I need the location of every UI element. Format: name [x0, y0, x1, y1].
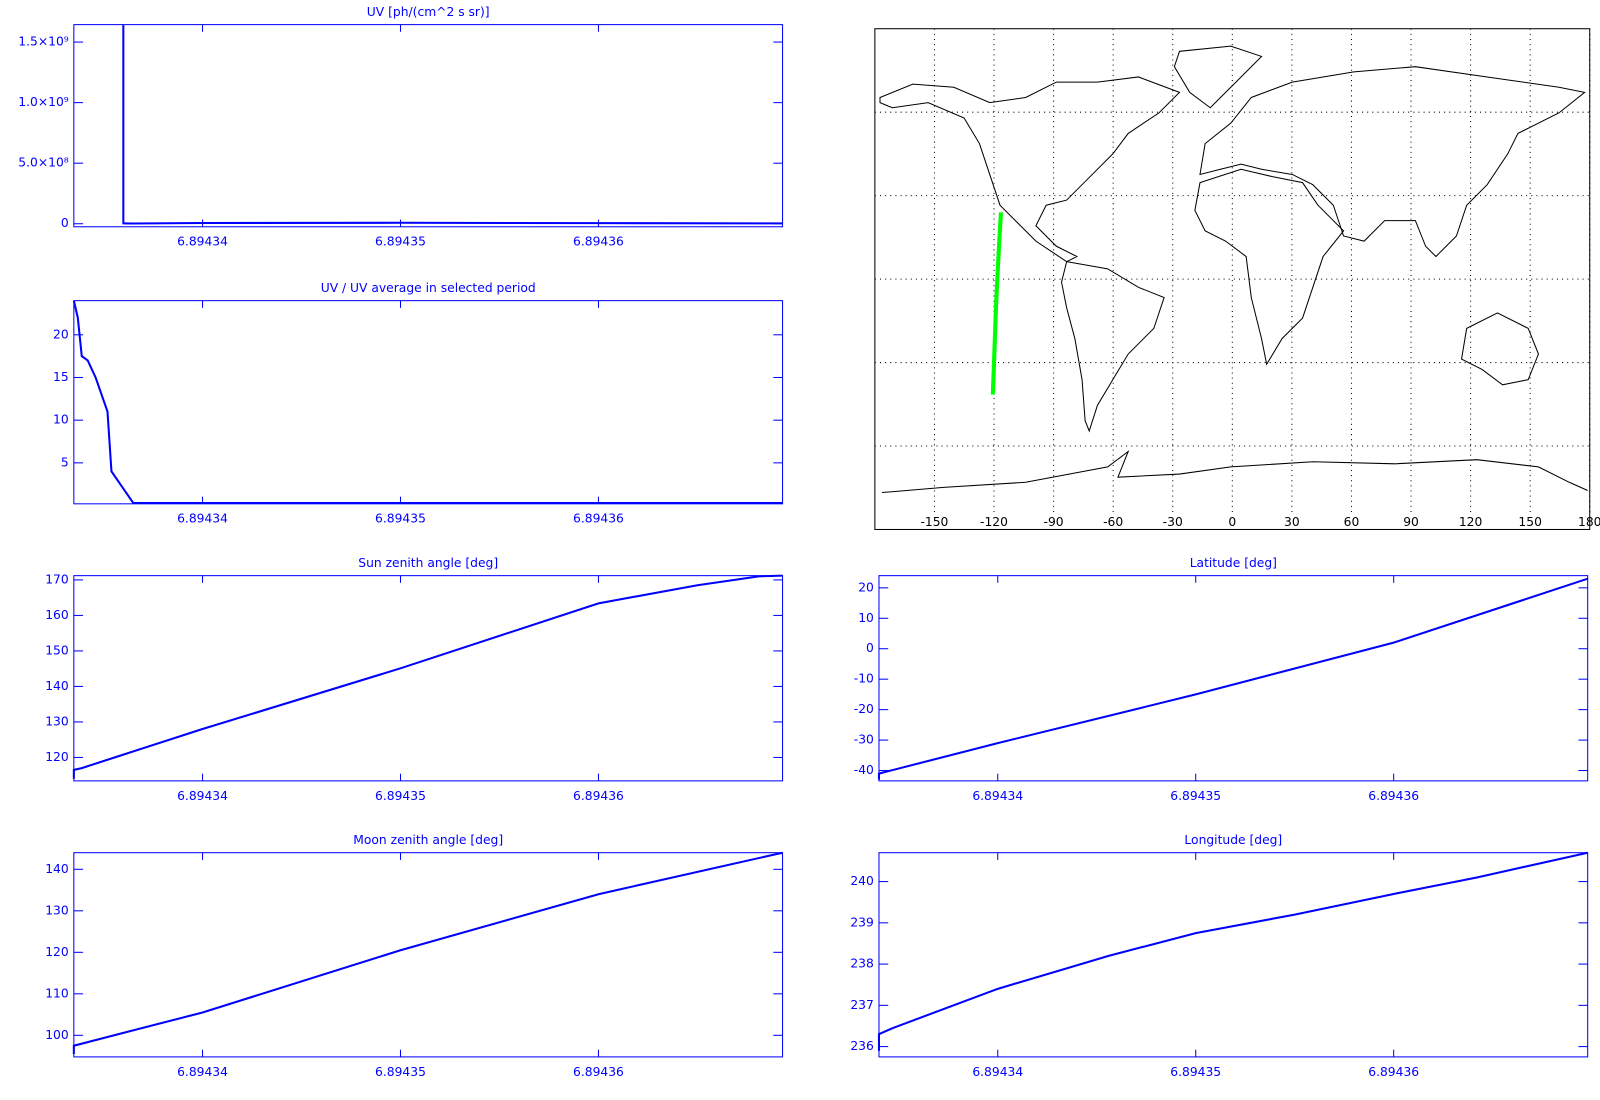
coastline	[1199, 66, 1586, 258]
y-tick-label: 150	[45, 643, 68, 657]
y-tick-label: -20	[854, 702, 874, 716]
coastline	[1061, 261, 1165, 433]
x-tick-label: 6.89436	[1368, 789, 1419, 803]
data-line	[122, 25, 783, 225]
chart-title: Latitude [deg]	[1190, 556, 1277, 570]
y-tick-label: 120	[45, 945, 68, 959]
coastline	[1460, 312, 1540, 386]
y-tick-label: 238	[850, 957, 873, 971]
x-tick-label: 60	[1344, 515, 1360, 529]
plot-frame	[878, 575, 1589, 782]
x-tick-label: 6.89435	[1170, 1065, 1221, 1079]
data-line	[877, 851, 1588, 1051]
y-tick-label: 160	[45, 608, 68, 622]
y-tick-label: -10	[854, 672, 874, 686]
x-tick-label: 6.89436	[573, 789, 624, 803]
plot-frame	[73, 24, 784, 228]
x-tick-label: 30	[1284, 515, 1300, 529]
x-tick-label: 180	[1578, 515, 1600, 529]
x-tick-label: 6.89434	[972, 1065, 1023, 1079]
x-tick-label: 6.89435	[375, 789, 426, 803]
y-tick-label: 100	[45, 1028, 68, 1042]
x-tick-label: -150	[920, 515, 948, 529]
y-tick-label: 140	[45, 862, 68, 876]
y-tick-label: 5	[61, 455, 69, 469]
y-tick-label: 15	[53, 370, 69, 384]
x-tick-label: -90	[1044, 515, 1064, 529]
chart-title: Moon zenith angle [deg]	[353, 833, 503, 847]
x-tick-label: 90	[1403, 515, 1419, 529]
y-tick-label: 0	[61, 216, 69, 230]
data-line	[72, 300, 783, 504]
x-tick-label: 6.89436	[573, 235, 624, 249]
x-tick-label: 6.89434	[177, 235, 228, 249]
y-tick-label: 110	[45, 986, 68, 1000]
y-tick-label: 236	[850, 1039, 874, 1053]
y-tick-label: 5.0×10⁸	[18, 156, 68, 170]
plot-frame	[73, 575, 784, 782]
x-tick-label: 150	[1518, 515, 1541, 529]
x-tick-label: 6.89434	[177, 1065, 228, 1079]
y-tick-label: 237	[850, 998, 873, 1012]
x-tick-label: 0	[1228, 515, 1236, 529]
map-coastlines	[879, 45, 1588, 494]
plot-frame	[73, 852, 784, 1058]
y-tick-label: 20	[53, 327, 69, 341]
y-tick-label: 10	[53, 413, 69, 427]
y-tick-label: 140	[45, 679, 68, 693]
y-tick-label: 130	[45, 903, 68, 917]
y-tick-label: 0	[866, 641, 874, 655]
plot-frame	[73, 300, 784, 505]
y-tick-label: 120	[45, 750, 68, 764]
data-line	[72, 574, 783, 779]
x-tick-label: 6.89436	[573, 512, 624, 526]
map-frame	[874, 28, 1591, 530]
x-tick-label: -120	[980, 515, 1008, 529]
y-tick-label: 1.5×10⁹	[18, 35, 68, 49]
x-tick-label: 6.89435	[375, 512, 426, 526]
x-tick-label: 6.89434	[177, 789, 228, 803]
x-tick-label: -30	[1163, 515, 1183, 529]
x-tick-label: 120	[1459, 515, 1482, 529]
y-tick-label: 240	[850, 874, 873, 888]
track	[990, 212, 1004, 395]
data-line	[72, 851, 783, 1054]
plot-frame	[878, 852, 1589, 1058]
x-tick-label: 6.89436	[573, 1065, 624, 1079]
x-tick-label: 6.89435	[1170, 789, 1221, 803]
x-tick-label: 6.89434	[972, 789, 1023, 803]
y-tick-label: 239	[850, 915, 873, 929]
y-tick-label: 170	[45, 572, 68, 586]
y-tick-label: -40	[854, 763, 874, 777]
coastline	[879, 76, 1181, 263]
y-tick-label: 10	[858, 611, 874, 625]
x-tick-label: 6.89435	[375, 1065, 426, 1079]
y-tick-label: 1.0×10⁹	[18, 95, 68, 109]
chart-title: Longitude [deg]	[1184, 833, 1282, 847]
y-tick-label: 20	[858, 580, 874, 594]
y-tick-label: 130	[45, 714, 68, 728]
chart-title: UV [ph/(cm^2 s sr)]	[367, 5, 490, 19]
chart-title: UV / UV average in selected period	[321, 281, 536, 295]
coastline	[1173, 45, 1263, 109]
x-tick-label: -60	[1103, 515, 1123, 529]
chart-title: Sun zenith angle [deg]	[358, 556, 498, 570]
y-tick-label: -30	[854, 733, 874, 747]
data-line	[877, 577, 1589, 780]
x-tick-label: 6.89434	[177, 512, 228, 526]
x-tick-label: 6.89436	[1368, 1065, 1419, 1079]
coastline	[1194, 168, 1345, 366]
coastline	[882, 449, 1588, 494]
x-tick-label: 6.89435	[375, 235, 426, 249]
